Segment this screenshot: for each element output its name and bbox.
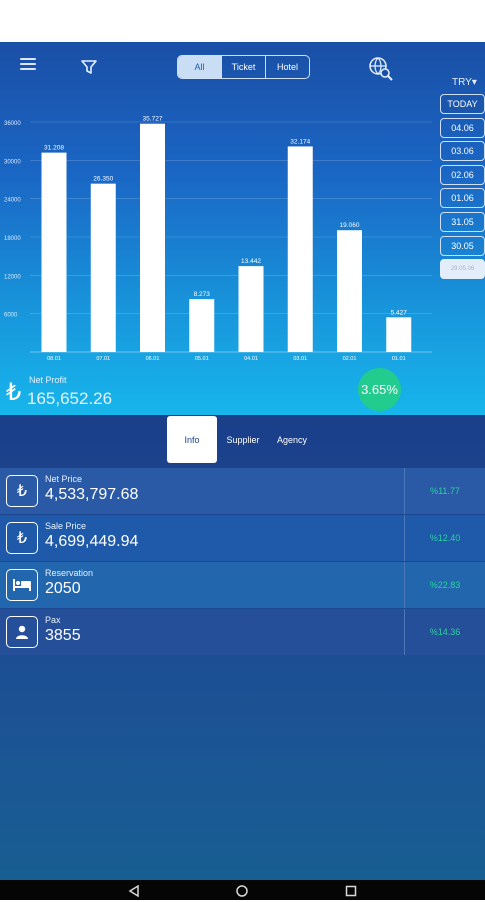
x-tick-label: 02.01: [343, 356, 357, 362]
stat-percent: %22.83: [429, 580, 461, 590]
bar-value-label: 13.442: [241, 258, 261, 265]
chart-bar[interactable]: [238, 266, 264, 352]
stat-value: 2050: [45, 580, 81, 597]
bar-value-label: 31.208: [44, 145, 64, 152]
chart-bar[interactable]: [287, 146, 313, 352]
date-button[interactable]: 01.06: [440, 188, 485, 209]
lira-icon: ₺: [6, 522, 38, 554]
divider: [404, 609, 405, 655]
date-filter-list: TODAY 04.06 03.06 02.06 01.06 31.05 30.0…: [440, 94, 485, 283]
divider: [404, 562, 405, 608]
bar-value-label: 26.350: [93, 176, 113, 183]
segment-all[interactable]: All: [178, 56, 221, 78]
date-button[interactable]: 04.06: [440, 117, 485, 138]
bar-value-label: 8.273: [194, 291, 211, 298]
home-icon[interactable]: [236, 884, 248, 902]
person-icon: [6, 616, 38, 648]
currency-selector[interactable]: TRY▾: [452, 77, 477, 88]
detail-tabs: Info Supplier Agency: [167, 416, 315, 464]
globe-search-icon[interactable]: [366, 54, 394, 82]
x-tick-label: 05.01: [195, 356, 209, 362]
divider: [404, 468, 405, 514]
x-tick-label: 04.01: [244, 356, 258, 362]
x-tick-label: 06.01: [146, 356, 160, 362]
net-profit-label: Net Profit: [29, 375, 67, 385]
stat-label: Sale Price: [45, 521, 87, 531]
bar-value-label: 35.727: [143, 116, 163, 123]
date-button[interactable]: 30.05: [440, 235, 485, 256]
chart-bar[interactable]: [337, 230, 362, 352]
y-tick-label: 12000: [4, 274, 21, 280]
stat-percent: %14.36: [429, 627, 461, 637]
stat-label: Reservation: [45, 568, 94, 578]
stat-label: Net Price: [45, 474, 83, 484]
y-tick-label: 24000: [4, 198, 21, 204]
stat-percent: %11.77: [430, 486, 460, 496]
tab-info[interactable]: Info: [167, 416, 217, 463]
x-tick-label: 07.01: [96, 356, 110, 362]
x-tick-label: 08.01: [47, 356, 61, 362]
stat-row-reservation[interactable]: Reservation 2050 %22.83: [0, 562, 485, 608]
category-segmented-control: All Ticket Hotel: [177, 55, 310, 79]
filter-icon[interactable]: [80, 58, 98, 76]
tab-supplier[interactable]: Supplier: [226, 434, 260, 445]
x-tick-label: 03.01: [293, 356, 307, 362]
menu-icon[interactable]: [20, 58, 36, 74]
date-button[interactable]: 03.06: [440, 141, 485, 162]
y-tick-label: 30000: [4, 159, 21, 165]
y-tick-label: 18000: [4, 236, 21, 242]
stat-row-pax[interactable]: Pax 3855 %14.36: [0, 609, 485, 655]
chart-bar[interactable]: [386, 317, 412, 352]
lira-icon: ₺: [6, 475, 38, 507]
profit-percent-badge: 3.65%: [358, 368, 401, 411]
chart-bar[interactable]: [41, 152, 67, 352]
net-profit-value: 165,652.26: [27, 389, 113, 408]
date-button-today[interactable]: TODAY: [440, 94, 485, 114]
stat-value: 4,533,797.68: [45, 486, 139, 503]
lira-icon: ₺: [6, 379, 22, 406]
stat-row-net-price[interactable]: ₺ Net Price 4,533,797.68 %11.77: [0, 468, 485, 514]
recents-icon[interactable]: [345, 884, 357, 902]
stat-value: 3855: [45, 627, 81, 644]
bar-value-label: 5.427: [391, 309, 408, 316]
bar-value-label: 32.174: [290, 138, 310, 145]
chart-bar[interactable]: [90, 183, 116, 352]
back-icon[interactable]: [128, 884, 140, 902]
net-profit-bar-chart: 36000 30000 24000 18000 12000 6000 31.208 08.01…: [4, 116, 432, 362]
tab-agency[interactable]: Agency: [276, 434, 308, 445]
header-chart-panel: [0, 42, 485, 415]
bed-icon: [6, 569, 38, 601]
segment-ticket[interactable]: Ticket: [221, 56, 265, 78]
stat-row-sale-price[interactable]: ₺ Sale Price 4,699,449.94 %12.40: [0, 515, 485, 561]
segment-hotel[interactable]: Hotel: [265, 56, 309, 78]
stat-percent: %12.40: [429, 533, 461, 543]
status-bar: [0, 0, 485, 42]
divider: [404, 515, 405, 561]
date-button[interactable]: 31.05: [440, 211, 485, 232]
stat-label: Pax: [45, 615, 61, 625]
date-button[interactable]: 02.06: [440, 164, 485, 185]
bar-value-label: 19.060: [340, 222, 360, 229]
chart-bar[interactable]: [189, 299, 215, 352]
date-button-selected[interactable]: 29.05.06: [440, 259, 485, 280]
system-nav-bar: [0, 880, 485, 900]
y-tick-label: 6000: [4, 313, 18, 319]
stat-value: 4,699,449.94: [45, 533, 139, 550]
chart-bar[interactable]: [140, 123, 165, 352]
x-tick-label: 01.01: [392, 356, 406, 362]
y-tick-label: 36000: [4, 121, 21, 127]
